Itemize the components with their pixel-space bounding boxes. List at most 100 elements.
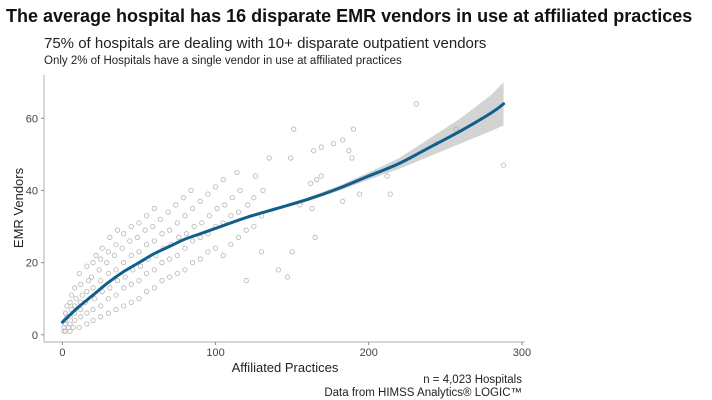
data-point — [121, 303, 127, 309]
data-point — [137, 263, 144, 269]
x-tick-label: 300 — [513, 347, 531, 359]
data-point — [107, 285, 113, 291]
data-point — [64, 303, 70, 309]
data-point — [243, 278, 249, 284]
data-point — [114, 278, 121, 284]
data-point — [212, 184, 219, 190]
data-point — [235, 209, 242, 215]
data-point — [291, 126, 297, 132]
data-point — [182, 213, 188, 219]
data-point — [76, 324, 82, 331]
data-point — [107, 234, 113, 240]
data-point — [176, 234, 182, 240]
data-point — [114, 227, 121, 233]
data-point — [90, 285, 96, 291]
caption-sample-size: n = 4,023 Hospitals — [423, 374, 522, 386]
data-point — [183, 231, 190, 237]
data-point — [68, 292, 75, 298]
data-point — [90, 306, 96, 313]
data-point — [111, 252, 118, 259]
data-point — [127, 238, 133, 244]
data-point — [159, 231, 165, 237]
data-point — [346, 148, 352, 154]
data-point — [84, 288, 90, 295]
data-point — [165, 209, 171, 215]
data-point — [252, 173, 258, 179]
data-point — [340, 198, 346, 204]
x-axis-label: Affiliated Practices — [232, 360, 339, 375]
data-point — [356, 191, 363, 197]
x-tick-label: 200 — [360, 347, 378, 359]
x-tick-label: 0 — [59, 347, 65, 359]
data-point — [90, 260, 96, 266]
data-point — [98, 256, 104, 262]
data-point — [214, 205, 220, 212]
data-point — [222, 202, 228, 208]
data-point — [88, 274, 95, 280]
data-point — [284, 274, 291, 280]
data-point — [105, 296, 111, 302]
data-point — [309, 205, 315, 212]
data-point — [220, 252, 226, 259]
data-point — [113, 241, 119, 248]
data-point — [121, 260, 127, 266]
data-point — [251, 195, 257, 201]
data-point — [245, 202, 251, 208]
data-point — [159, 278, 165, 284]
data-point — [79, 292, 85, 298]
data-point — [174, 252, 180, 259]
data-point — [275, 267, 281, 273]
data-point — [318, 173, 324, 179]
data-point — [500, 162, 507, 168]
data-point — [78, 281, 84, 287]
chart-title: The average hospital has 16 disparate EM… — [6, 6, 693, 26]
data-point — [167, 274, 173, 280]
data-point — [136, 278, 142, 284]
data-point — [199, 220, 205, 226]
data-point — [237, 187, 243, 194]
data-point — [67, 321, 73, 327]
data-point — [157, 216, 164, 222]
data-point — [212, 245, 219, 251]
data-point — [173, 202, 179, 208]
data-point — [167, 227, 173, 233]
data-point — [96, 267, 102, 273]
data-point — [93, 252, 99, 259]
data-point — [151, 205, 157, 212]
y-tick-label: 40 — [26, 185, 38, 197]
y-tick-label: 20 — [26, 258, 38, 270]
data-point — [205, 191, 211, 197]
data-point — [340, 137, 346, 143]
data-point — [104, 260, 110, 266]
data-point — [72, 303, 78, 309]
data-point — [243, 227, 249, 233]
data-point — [78, 314, 84, 320]
data-point — [144, 270, 150, 277]
data-point — [159, 260, 165, 266]
data-point — [72, 285, 78, 291]
data-point — [228, 213, 234, 219]
data-point — [197, 198, 203, 204]
data-point — [288, 155, 294, 161]
data-point — [113, 306, 119, 313]
caption-source: Data from HIMSS Analytics® LOGIC™ — [324, 387, 522, 399]
smooth-fit-line — [60, 102, 506, 324]
data-point — [174, 220, 180, 226]
data-point — [151, 267, 157, 273]
data-point — [144, 288, 150, 295]
data-point — [136, 249, 142, 255]
data-point — [121, 285, 127, 291]
data-point — [266, 155, 272, 161]
data-point — [98, 278, 104, 284]
data-point — [229, 195, 236, 201]
data-point — [84, 263, 90, 269]
data-point — [350, 126, 357, 132]
chart-subtitle: 75% of hospitals are dealing with 10+ di… — [44, 35, 487, 52]
data-point — [197, 256, 203, 262]
data-point — [113, 292, 119, 298]
data-point — [260, 187, 266, 194]
data-point — [119, 245, 125, 251]
data-point — [289, 249, 295, 255]
data-point — [151, 238, 157, 244]
